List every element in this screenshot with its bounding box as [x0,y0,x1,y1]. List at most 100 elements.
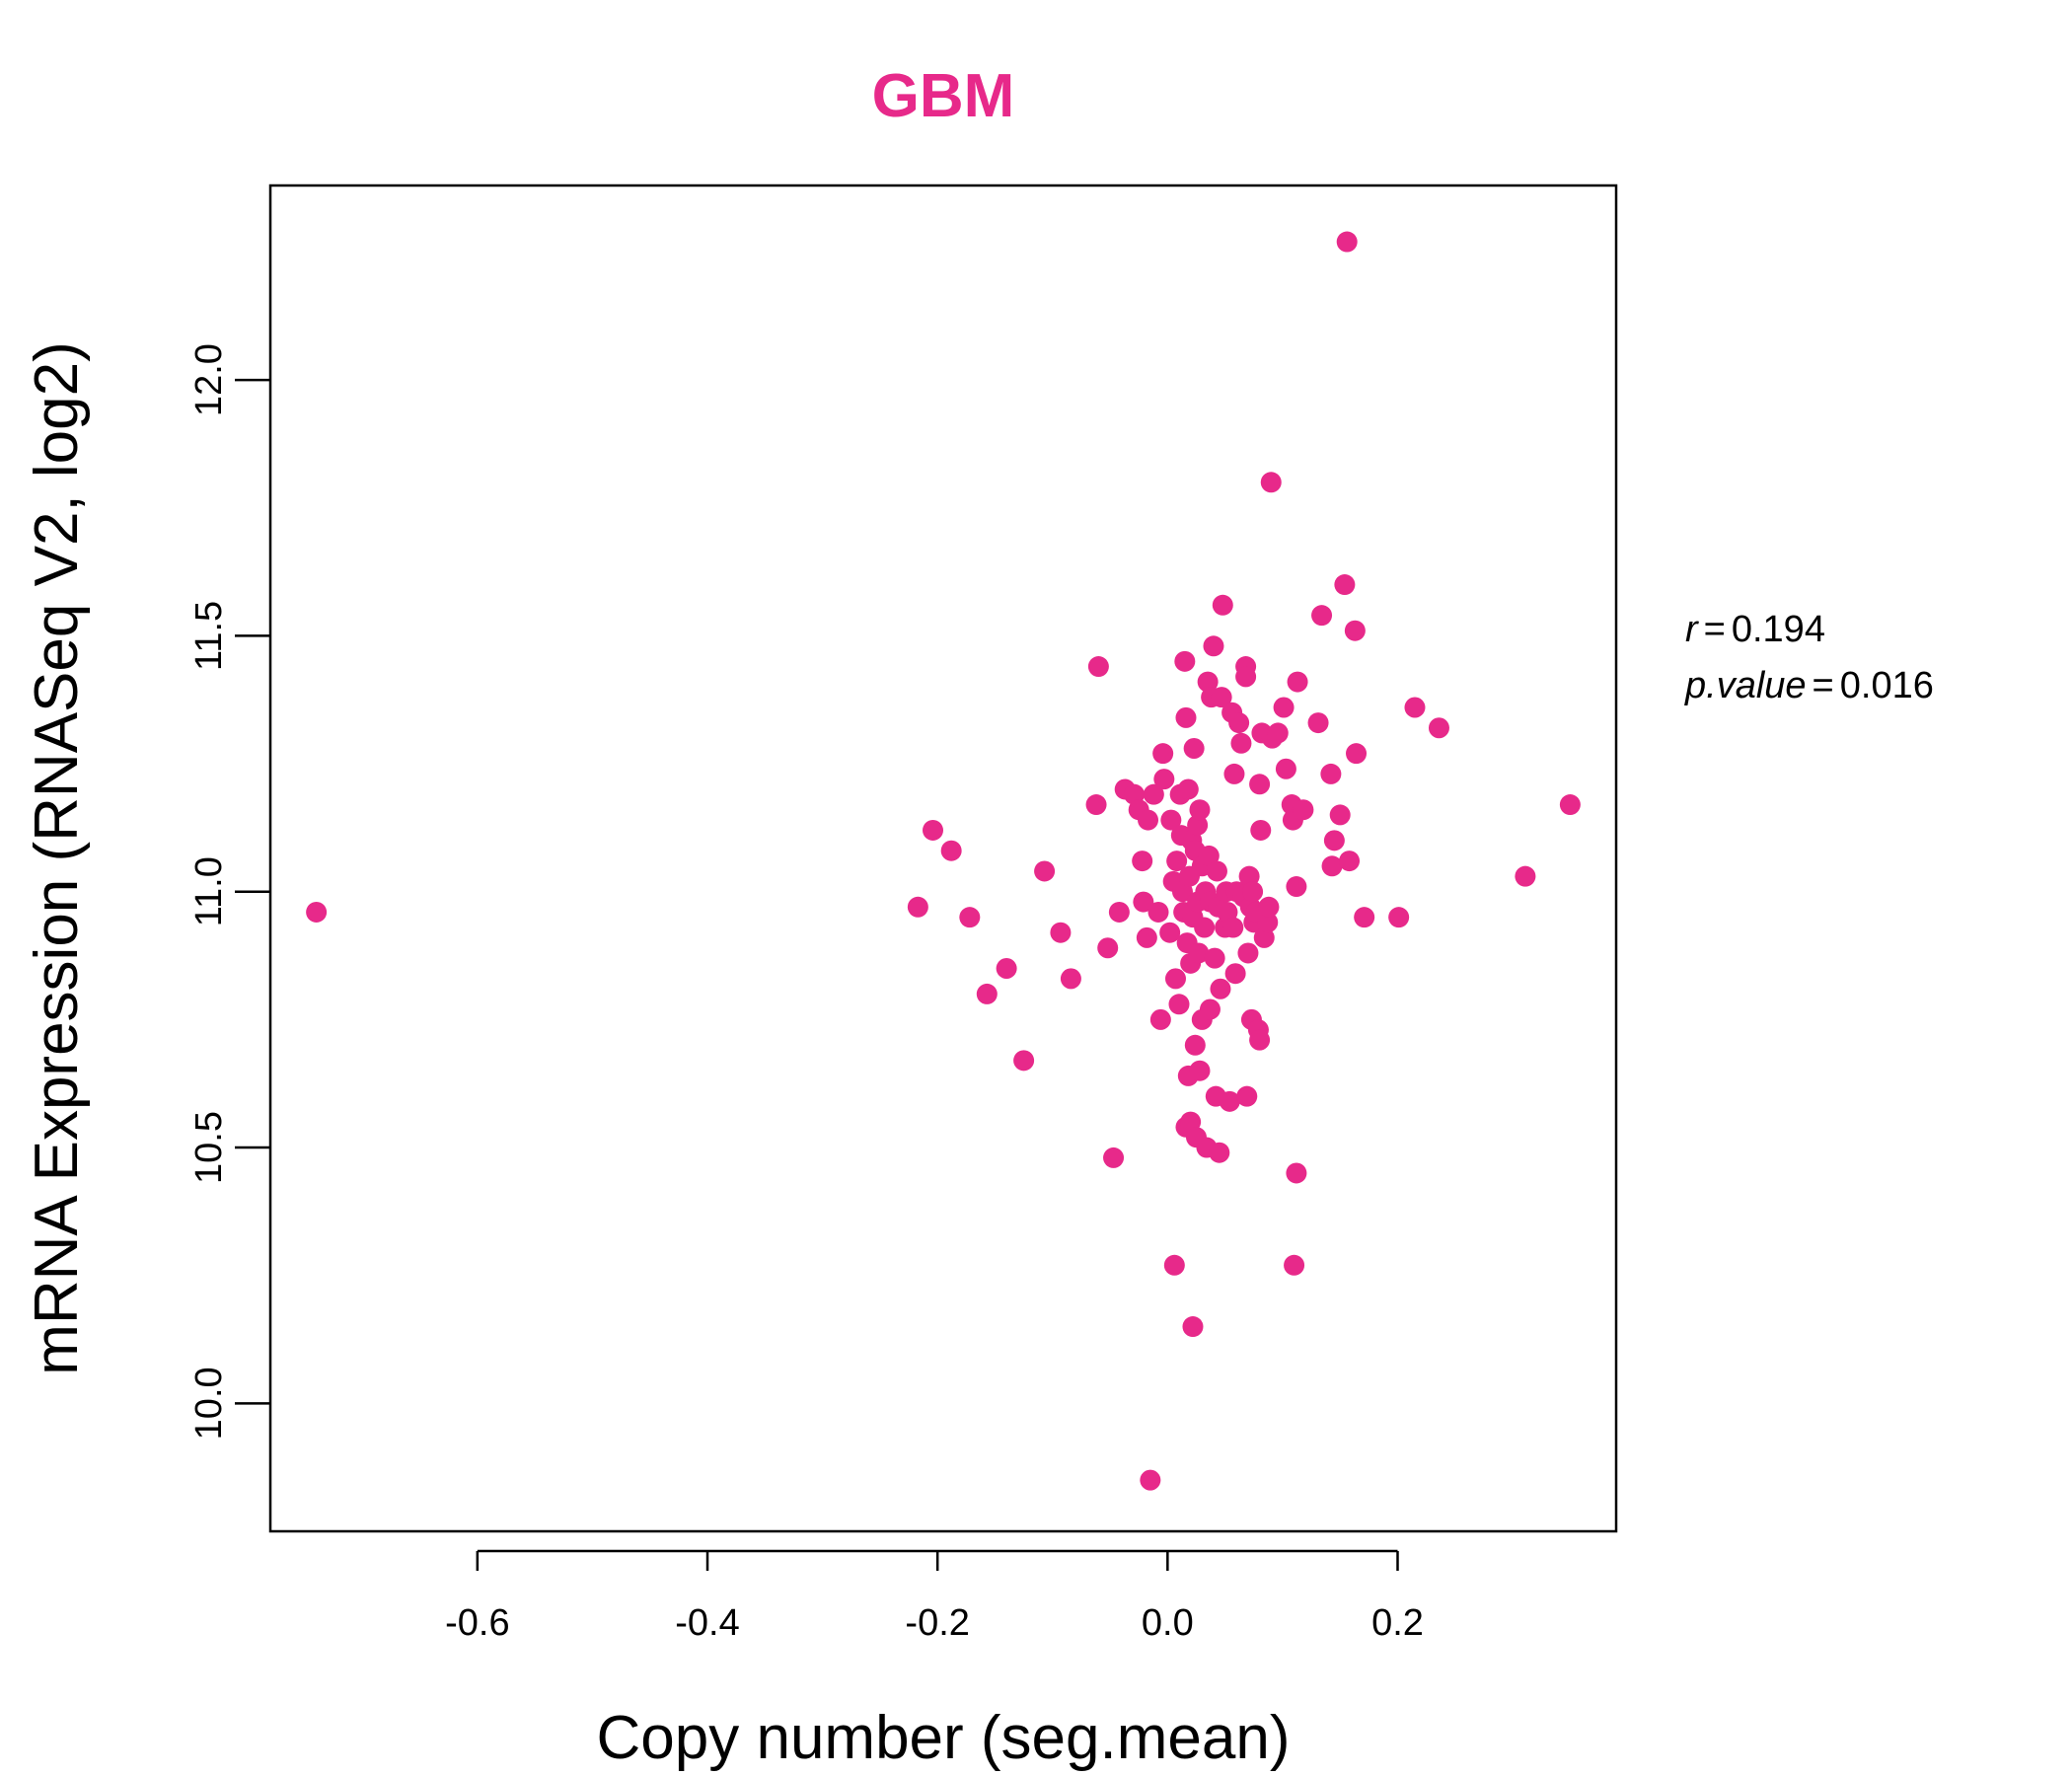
plot-frame [268,184,1618,1533]
data-point [1346,743,1368,765]
data-point [1164,968,1186,990]
data-point [1203,635,1224,657]
data-point [1149,1008,1171,1030]
data-point [1329,804,1351,826]
correlation-stats: r = 0.194 p.value = 0.016 [1684,609,1934,706]
data-point [1206,860,1227,882]
y-axis: 10.0 10.5 11.0 11.5 12.0 [188,343,270,1440]
data-point [1339,851,1361,872]
data-point [1284,1254,1305,1276]
data-point [1087,656,1109,678]
data-point [976,983,998,1004]
data-point [1257,912,1279,933]
data-point [1354,907,1375,928]
data-point [1187,814,1209,836]
y-tick-label: 10.0 [188,1367,230,1440]
data-point [1103,1147,1125,1168]
data-point [1166,851,1188,872]
x-tick-label: -0.6 [445,1602,509,1644]
p-value-stat: p.value = 0.016 [1684,665,1934,706]
data-point [1136,926,1157,948]
data-point [1230,732,1252,754]
data-point [1404,697,1426,718]
data-point [1159,922,1181,943]
data-point [1260,472,1282,493]
x-tick-label: -0.2 [905,1602,969,1644]
data-point [1235,666,1257,688]
data-point [1320,763,1342,784]
r-value: 0.194 [1732,609,1825,650]
data-point [1559,794,1581,816]
y-tick-label: 12.0 [188,343,230,416]
data-point [1188,942,1210,964]
data-point [1132,851,1153,872]
data-point [1060,968,1081,990]
data-point [1388,907,1410,928]
data-point [1219,1090,1240,1112]
data-point [1336,231,1358,253]
data-point [1204,947,1225,969]
data-point [1321,855,1343,877]
data-points [306,231,1581,1491]
data-point [996,958,1017,980]
data-point [1153,769,1175,790]
r-stat: r = 0.194 [1685,609,1825,650]
x-tick-label: -0.4 [675,1602,739,1644]
data-point [1222,917,1244,938]
data-point [1311,605,1333,627]
data-point [1212,594,1233,616]
data-point [1168,994,1190,1015]
data-point [1143,783,1164,805]
data-point [1286,1162,1307,1184]
data-point [1085,794,1107,816]
data-point [1177,778,1199,800]
data-point [1275,758,1296,779]
data-point [1034,860,1056,882]
data-point [306,901,328,923]
data-point [1133,891,1154,913]
data-point [1273,697,1295,718]
data-point [1140,1469,1161,1491]
data-point [1250,819,1272,841]
data-point [1334,574,1356,596]
data-point [1242,881,1264,903]
data-point [1138,809,1159,831]
data-point [1160,809,1182,831]
data-point [1228,712,1250,734]
data-point [1174,650,1196,672]
data-point [1293,799,1314,821]
data-point [1286,876,1307,898]
data-point [1184,1034,1206,1056]
data-point [1210,978,1231,999]
r-label: r [1685,609,1699,650]
data-point [1249,774,1271,795]
x-axis-title: Copy number (seg.mean) [597,1704,1291,1772]
x-tick-label: 0.0 [1142,1602,1194,1644]
data-point [1515,865,1536,887]
data-point [1428,717,1449,739]
data-point [1163,1254,1185,1276]
data-point [1147,901,1169,923]
data-point [1236,1085,1258,1107]
data-point [1224,963,1246,985]
x-tick-label: 0.2 [1371,1602,1424,1644]
x-axis: -0.6 -0.4 -0.2 0.0 0.2 [445,1549,1424,1644]
data-point [1152,743,1174,765]
data-point [1249,1029,1271,1051]
data-point [1189,799,1211,821]
data-point [940,840,962,861]
data-point [1182,1316,1204,1338]
data-point [907,896,928,918]
data-point [1211,687,1232,708]
chart-title: GBM [872,62,1015,130]
data-point [1198,845,1220,866]
data-point [1344,620,1366,641]
p-value-value: 0.016 [1840,665,1934,706]
data-point [1267,722,1289,744]
data-point [1199,999,1221,1020]
data-point [1194,917,1216,938]
data-point [1323,830,1345,851]
data-point [923,819,944,841]
